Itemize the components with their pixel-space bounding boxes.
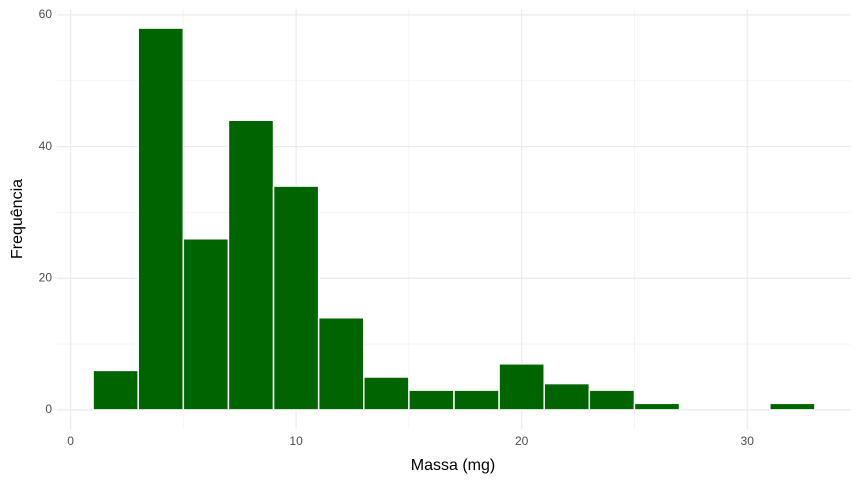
- x-tick-label: 10: [289, 434, 303, 448]
- bar: [498, 363, 545, 411]
- bar: [272, 185, 320, 411]
- bar: [543, 382, 591, 411]
- y-tick-label: 0: [45, 402, 52, 416]
- y-tick-label: 60: [39, 7, 53, 21]
- bar: [633, 402, 681, 411]
- x-tick-label: 0: [67, 434, 74, 448]
- bar: [588, 389, 636, 411]
- bar: [363, 376, 410, 411]
- x-tick-label: 20: [515, 434, 529, 448]
- bar: [769, 402, 816, 411]
- y-axis-title: Frequência: [9, 179, 26, 259]
- bar: [182, 237, 230, 411]
- bar: [227, 119, 275, 411]
- x-axis-title: Massa (mg): [411, 457, 495, 474]
- bar: [137, 27, 185, 411]
- bar: [92, 369, 139, 411]
- bar: [408, 389, 455, 411]
- x-tick-label: 30: [741, 434, 755, 448]
- y-tick-label: 40: [39, 139, 53, 153]
- bar: [317, 316, 365, 411]
- bar: [453, 389, 500, 411]
- y-tick-label: 20: [39, 270, 53, 284]
